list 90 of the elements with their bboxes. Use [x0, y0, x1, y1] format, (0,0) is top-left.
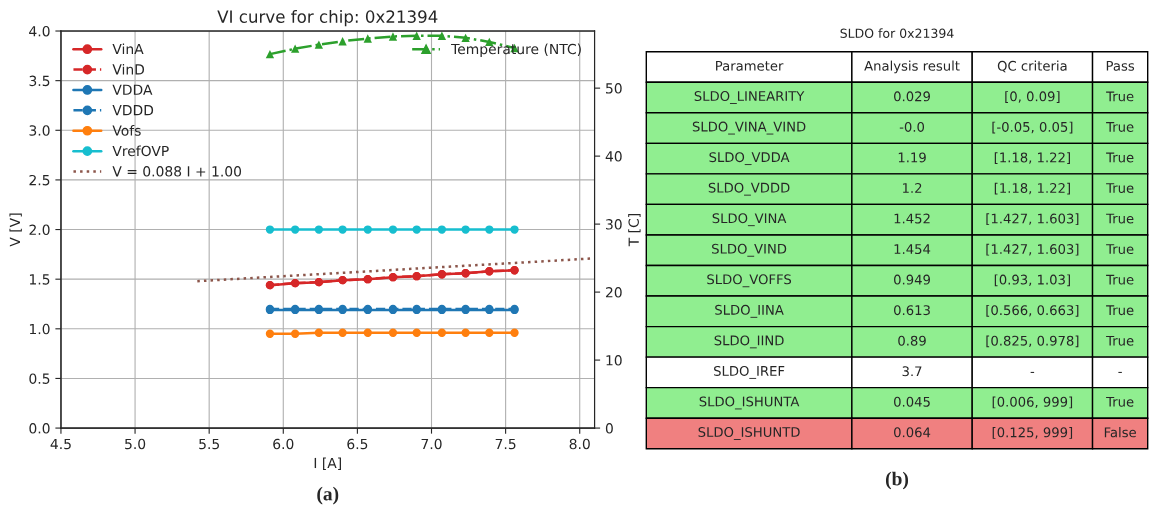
- text: (b): [885, 471, 909, 490]
- text: 0.064: [894, 427, 931, 438]
- y-tick-label: 0.0: [29, 423, 50, 434]
- text: 1.454: [894, 244, 931, 255]
- text: SLDO_LINEARITY: [694, 91, 805, 104]
- text: 0.89: [898, 335, 926, 346]
- y2-tick-label: 30: [606, 219, 622, 230]
- x-tick-label: 8.0: [569, 438, 590, 450]
- text: True: [1106, 335, 1134, 346]
- text: 1.2: [903, 182, 922, 193]
- legend-label: Temperature (NTC): [451, 43, 581, 57]
- text: SLDO_ISHUNTA: [699, 396, 800, 410]
- y2-tick-label: 20: [605, 287, 622, 298]
- text: True: [1106, 396, 1134, 407]
- text: [1.427, 1.603]: [986, 213, 1079, 226]
- y2-tick-label: 10: [606, 355, 622, 366]
- legend-label: VinD: [112, 63, 145, 75]
- y-tick-label: 1.0: [29, 323, 50, 335]
- text: True: [1106, 152, 1134, 163]
- text: SLDO_VDDA: [709, 152, 790, 166]
- category-label: Pass: [1106, 60, 1135, 71]
- y2-axis-title: T [C]: [628, 214, 641, 247]
- text: [0.006, 999]: [992, 396, 1073, 409]
- text: SLDO_IINA: [715, 304, 784, 318]
- text: False: [1104, 427, 1136, 438]
- text: (a): [317, 486, 339, 505]
- text: True: [1106, 213, 1134, 224]
- y2-tick-label: 0: [605, 423, 613, 434]
- text: SLDO_VDDD: [708, 182, 790, 196]
- text: -: [1030, 371, 1035, 373]
- text: -: [1118, 371, 1122, 373]
- legend-label: VDDD: [112, 105, 154, 116]
- text: [0.93, 1.03]: [994, 274, 1070, 287]
- text: True: [1106, 122, 1134, 132]
- y-tick-label: 2.5: [29, 174, 50, 186]
- y-tick-label: 4.0: [29, 25, 50, 37]
- legend-label: Vofs: [112, 125, 141, 136]
- x-tick-label: 4.5: [50, 438, 71, 450]
- text: 0.045: [894, 396, 930, 407]
- text: True: [1106, 274, 1134, 285]
- text: True: [1106, 183, 1134, 193]
- text: -0.0: [899, 121, 925, 132]
- text: SLDO_VINA_VIND: [692, 121, 806, 135]
- text: SLDO for 0x21394: [840, 28, 954, 38]
- text: [0.825, 0.978]: [986, 335, 1079, 348]
- legend-label: VinA: [112, 43, 144, 55]
- x-tick-label: 5.0: [125, 438, 146, 450]
- y2-tick-label: 40: [605, 151, 622, 162]
- text: [-0.05, 0.05]: [992, 121, 1073, 134]
- y-tick-label: 3.5: [29, 75, 50, 87]
- text: 1.19: [898, 152, 926, 163]
- x-tick-label: 6.0: [273, 438, 294, 450]
- chart-title: VI curve for chip: 0x21394: [217, 10, 438, 27]
- y2-tick-label: 50: [606, 83, 622, 94]
- text: [0.566, 0.663]: [986, 304, 1079, 317]
- text: SLDO_IREF: [714, 365, 785, 379]
- text: [1.18, 1.22]: [994, 152, 1070, 164]
- text: True: [1106, 305, 1134, 316]
- text: 1.452: [894, 213, 930, 224]
- text: SLDO_VOFFS: [707, 274, 792, 288]
- text: SLDO_VINA: [712, 213, 787, 227]
- text: [1.427, 1.603]: [986, 243, 1079, 256]
- text: True: [1106, 244, 1134, 255]
- legend-label: VDDA: [112, 84, 153, 95]
- legend-label: V = 0.088 I + 1.00: [112, 166, 242, 177]
- text: [0, 0.09]: [1005, 91, 1060, 103]
- text: True: [1106, 91, 1134, 102]
- x-axis-title: I [A]: [314, 457, 341, 470]
- x-tick-label: 6.5: [347, 438, 368, 450]
- category-label: Parameter: [716, 60, 784, 71]
- y-tick-label: 0.5: [29, 373, 50, 384]
- text: SLDO_ISHUNTD: [698, 427, 800, 440]
- y-tick-label: 3.0: [29, 125, 50, 136]
- y-axis-title: V [V]: [9, 213, 22, 247]
- text: 3.7: [902, 366, 922, 377]
- text: SLDO_VIND: [712, 243, 787, 257]
- text: [0.125, 999]: [992, 427, 1073, 439]
- y-tick-label: 1.5: [29, 274, 50, 285]
- text: [1.18, 1.22]: [994, 182, 1070, 195]
- legend-label: VrefOVP: [112, 145, 169, 157]
- text: 0.029: [894, 91, 930, 102]
- text: 0.949: [894, 274, 930, 285]
- x-tick-label: 7.5: [495, 438, 516, 450]
- category-label: Analysis result: [864, 60, 960, 74]
- text: SLDO_IIND: [714, 335, 784, 349]
- x-tick-label: 7.0: [421, 438, 442, 450]
- x-tick-label: 5.5: [199, 438, 219, 450]
- text: 0.613: [894, 305, 930, 316]
- y-tick-label: 2.0: [29, 224, 50, 236]
- category-label: QC criteria: [997, 60, 1067, 73]
